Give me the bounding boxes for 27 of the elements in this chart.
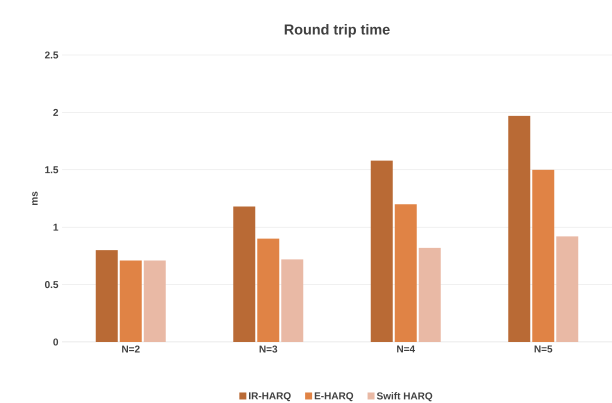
x-tick-label: N=3 <box>260 346 278 353</box>
y-tick-label: 0.5 <box>44 281 58 288</box>
bar <box>96 250 118 342</box>
x-tick-label: N=5 <box>534 346 552 352</box>
y-tick-label: 1 <box>54 224 58 231</box>
y-tick-label: 2 <box>53 108 58 116</box>
chart-title: Round trip time <box>284 24 390 38</box>
bar <box>532 170 554 342</box>
bar <box>418 248 441 342</box>
bar <box>281 259 304 342</box>
legend-label: E-HARQ <box>314 392 354 402</box>
bar <box>257 238 280 342</box>
bar <box>394 204 417 342</box>
x-tick-label: N=4 <box>397 346 416 352</box>
bar <box>144 260 166 342</box>
bar <box>233 206 256 342</box>
bar <box>556 236 578 342</box>
y-tick-label: 0 <box>53 338 58 346</box>
y-tick-label: 2.5 <box>44 51 58 59</box>
bar <box>120 260 142 342</box>
legend-label: Swift HARQ <box>376 392 432 402</box>
bar <box>508 116 530 342</box>
y-axis-title: ms <box>32 192 38 206</box>
bar <box>370 160 393 342</box>
legend-label: IR-HARQ <box>249 392 291 402</box>
x-tick-label: N=2 <box>122 346 140 352</box>
y-tick-label: 1.5 <box>45 166 58 174</box>
